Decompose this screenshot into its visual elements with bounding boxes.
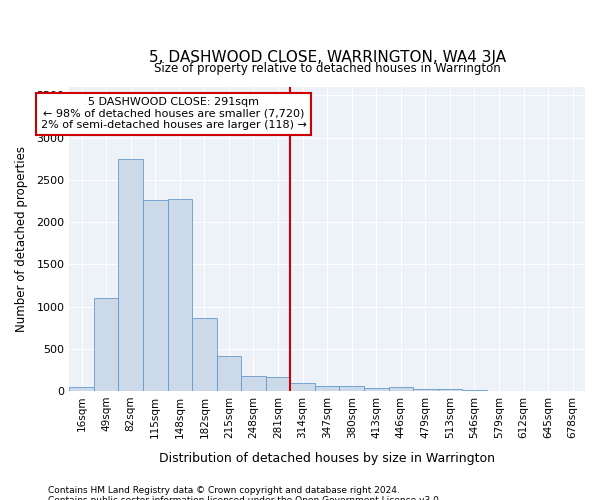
Y-axis label: Number of detached properties: Number of detached properties: [15, 146, 28, 332]
Text: Size of property relative to detached houses in Warrington: Size of property relative to detached ho…: [154, 62, 500, 75]
Bar: [94, 298, 118, 391]
Title: 5, DASHWOOD CLOSE, WARRINGTON, WA4 3JA: 5, DASHWOOD CLOSE, WARRINGTON, WA4 3JA: [149, 50, 506, 65]
Bar: [413, 388, 437, 391]
Bar: [70, 387, 94, 391]
Bar: [340, 386, 364, 391]
Bar: [167, 200, 192, 391]
Text: Contains public sector information licensed under the Open Government Licence v3: Contains public sector information licen…: [48, 496, 442, 500]
X-axis label: Distribution of detached houses by size in Warrington: Distribution of detached houses by size …: [159, 452, 495, 465]
Bar: [217, 356, 241, 391]
Bar: [315, 386, 340, 391]
Bar: [389, 388, 413, 391]
Bar: [290, 383, 315, 391]
Bar: [118, 159, 143, 391]
Bar: [192, 318, 217, 391]
Bar: [364, 388, 389, 391]
Bar: [462, 390, 487, 391]
Bar: [437, 390, 462, 391]
Text: 5 DASHWOOD CLOSE: 291sqm
← 98% of detached houses are smaller (7,720)
2% of semi: 5 DASHWOOD CLOSE: 291sqm ← 98% of detach…: [41, 97, 307, 130]
Text: Contains HM Land Registry data © Crown copyright and database right 2024.: Contains HM Land Registry data © Crown c…: [48, 486, 400, 495]
Bar: [241, 376, 266, 391]
Bar: [143, 200, 167, 391]
Bar: [266, 377, 290, 391]
